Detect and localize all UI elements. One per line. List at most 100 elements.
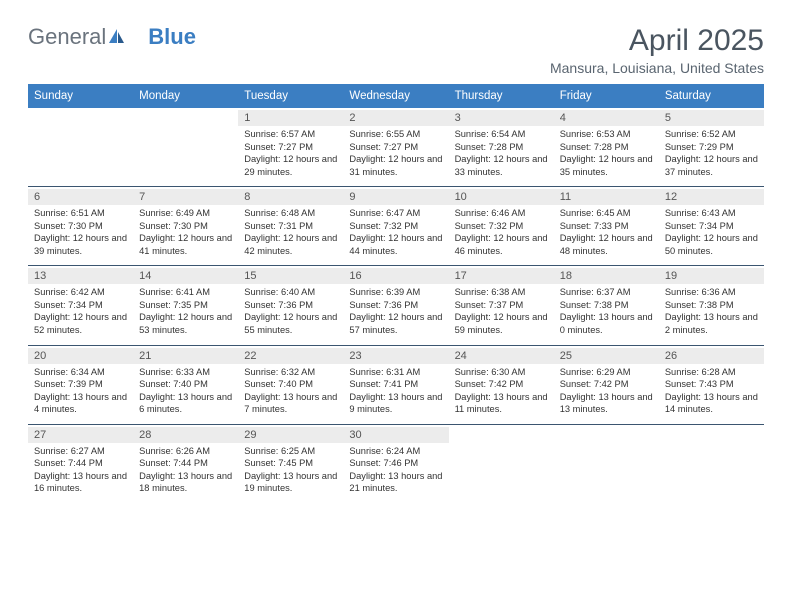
calendar-cell: 1Sunrise: 6:57 AMSunset: 7:27 PMDaylight… bbox=[238, 108, 343, 182]
calendar-cell: 26 Sunrise: 6:28 AM Sunset: 7:43 PM Dayligh… bbox=[659, 346, 764, 420]
day-number: 27 bbox=[34, 429, 46, 441]
day-header: Tuesday bbox=[238, 84, 343, 108]
sunrise-text: Sunrise: 6:51 AM bbox=[34, 208, 105, 218]
calendar-cell: 3 Sunrise: 6:54 AMSunset: 7:28 PMDaylight… bbox=[449, 108, 554, 182]
daylight-text: Daylight: 13 hours and 7 minutes. bbox=[244, 392, 337, 415]
day-number: 26 bbox=[665, 350, 677, 362]
daylight-text: Daylight: 12 hours and 46 minutes. bbox=[455, 233, 548, 256]
day-number-row: 6 bbox=[28, 189, 133, 205]
calendar-cell: 9Sunrise: 6:47 AMSunset: 7:32 PMDaylight… bbox=[343, 187, 448, 261]
calendar-cell: 29Sunrise: 6:25 AMSunset: 7:45 PMDayligh… bbox=[238, 425, 343, 499]
sunset-text: Sunset: 7:38 PM bbox=[560, 300, 629, 310]
sunrise-text: Sunrise: 6:29 AM bbox=[560, 367, 631, 377]
sunset-text: Sunset: 7:44 PM bbox=[139, 458, 208, 468]
sunrise-text: Sunrise: 6:55 AM bbox=[349, 129, 420, 139]
day-number: 23 bbox=[349, 350, 361, 362]
sunrise-text: Sunrise: 6:25 AM bbox=[244, 446, 315, 456]
calendar-cell: 24Sunrise: 6:30 AMSunset: 7:42 PMDayligh… bbox=[449, 346, 554, 420]
daylight-text: Daylight: 12 hours and 57 minutes. bbox=[349, 312, 442, 335]
day-header: Saturday bbox=[659, 84, 764, 108]
day-number: 4 bbox=[560, 112, 566, 124]
daylight-text: Daylight: 12 hours and 35 minutes. bbox=[560, 154, 653, 177]
daylight-text: Daylight: 12 hours and 33 minutes. bbox=[455, 154, 548, 177]
daylight-text: Daylight: 12 hours and 39 minutes. bbox=[34, 233, 127, 256]
sunset-text: Sunset: 7:36 PM bbox=[349, 300, 418, 310]
daylight-text: Daylight: 12 hours and 48 minutes. bbox=[560, 233, 653, 256]
sunrise-text: Sunrise: 6:33 AM bbox=[139, 367, 210, 377]
cell-body: Sunrise: 6:30 AMSunset: 7:42 PMDaylight:… bbox=[455, 366, 548, 416]
sunset-text: Sunset: 7:32 PM bbox=[349, 221, 418, 231]
day-number-row: 18 bbox=[554, 268, 659, 284]
calendar-cell: 11Sunrise: 6:45 AMSunset: 7:33 PMDayligh… bbox=[554, 187, 659, 261]
day-number-row: 2 bbox=[343, 110, 448, 126]
daylight-text: Daylight: 12 hours and 41 minutes. bbox=[139, 233, 232, 256]
sunset-text: Sunset: 7:37 PM bbox=[455, 300, 524, 310]
logo-text-general: General bbox=[28, 24, 106, 50]
cell-body: Sunrise: 6:55 AMSunset: 7:27 PMDaylight:… bbox=[349, 128, 442, 178]
sunrise-text: Sunrise: 6:57 AM bbox=[244, 129, 315, 139]
day-number-row: 22 bbox=[238, 348, 343, 364]
day-number: 1 bbox=[244, 112, 250, 124]
sunrise-text: Sunrise: 6:30 AM bbox=[455, 367, 526, 377]
sunrise-text: Sunrise: 6:53 AM bbox=[560, 129, 631, 139]
daylight-text: Daylight: 12 hours and 55 minutes. bbox=[244, 312, 337, 335]
day-number: 14 bbox=[139, 270, 151, 282]
sunrise-text: Sunrise: 6:41 AM bbox=[139, 287, 210, 297]
sunset-text: Sunset: 7:45 PM bbox=[244, 458, 313, 468]
daylight-text: Daylight: 12 hours and 29 minutes. bbox=[244, 154, 337, 177]
day-number: 15 bbox=[244, 270, 256, 282]
day-number-row: 14 bbox=[133, 268, 238, 284]
sunset-text: Sunset: 7:27 PM bbox=[349, 142, 418, 152]
sunrise-text: Sunrise: 6:27 AM bbox=[34, 446, 105, 456]
cell-body: Sunrise: 6:51 AMSunset: 7:30 PMDaylight:… bbox=[34, 207, 127, 257]
daylight-text: Daylight: 12 hours and 37 minutes. bbox=[665, 154, 758, 177]
cell-body: Sunrise: 6:53 AMSunset: 7:28 PMDaylight:… bbox=[560, 128, 653, 178]
calendar-cell: 23Sunrise: 6:31 AMSunset: 7:41 PMDayligh… bbox=[343, 346, 448, 420]
calendar-cell: 21Sunrise: 6:33 AMSunset: 7:40 PMDayligh… bbox=[133, 346, 238, 420]
day-number: 19 bbox=[665, 270, 677, 282]
cell-body: Sunrise: 6:48 AMSunset: 7:31 PMDaylight:… bbox=[244, 207, 337, 257]
sunrise-text: Sunrise: 6:52 AM bbox=[665, 129, 736, 139]
sunset-text: Sunset: 7:46 PM bbox=[349, 458, 418, 468]
day-number: 20 bbox=[34, 350, 46, 362]
calendar-cell: 7Sunrise: 6:49 AMSunset: 7:30 PMDaylight… bbox=[133, 187, 238, 261]
day-number-row: 12 bbox=[659, 189, 764, 205]
calendar-week: 1 Sunrise: 6:57 AM Sunset: 7:27 PM Daylight… bbox=[28, 108, 764, 187]
sunset-text: Sunset: 7:44 PM bbox=[34, 458, 103, 468]
calendar-cell: 14 Sunrise: 6:41 AM Sunset: 7:35 PM Dayligh… bbox=[133, 266, 238, 340]
page-title: April 2025 bbox=[550, 24, 764, 58]
sunrise-text: Sunrise: 6:40 AM bbox=[244, 287, 315, 297]
day-header: Thursday bbox=[449, 84, 554, 108]
calendar-cell: 18Sunrise: 6:37 AMSunset: 7:38 PMDayligh… bbox=[554, 266, 659, 340]
calendar-week: 6 Sunrise: 6:51 AMSunset: 7:30 PMDaylight… bbox=[28, 187, 764, 266]
day-number: 22 bbox=[244, 350, 256, 362]
cell-body: Sunrise: 6:43 AMSunset: 7:34 PMDaylight:… bbox=[665, 207, 758, 257]
day-number-row: 4 bbox=[554, 110, 659, 126]
calendar-cell: 5Sunrise: 6:52 AMSunset: 7:29 PMDaylight… bbox=[659, 108, 764, 182]
day-header: Sunday bbox=[28, 84, 133, 108]
calendar-cell: 27Sunrise: 6:27 AMSunset: 7:44 PMDayligh… bbox=[28, 425, 133, 499]
calendar-cell: 20 Sunrise: 6:34 AMSunset: 7:39 PMDayligh… bbox=[28, 346, 133, 420]
day-number-row: 17 bbox=[449, 268, 554, 284]
day-number-row: 3 bbox=[449, 110, 554, 126]
day-number: 6 bbox=[34, 191, 40, 203]
cell-body: Sunrise: 6:38 AMSunset: 7:37 PMDaylight:… bbox=[455, 286, 548, 336]
day-number-row: 13 bbox=[28, 268, 133, 284]
sunset-text: Sunset: 7:35 PM bbox=[139, 300, 208, 310]
day-number-row: 5 bbox=[659, 110, 764, 126]
cell-body: Sunrise: 6:39 AMSunset: 7:36 PMDaylight:… bbox=[349, 286, 442, 336]
day-number-row: 1 bbox=[238, 110, 343, 126]
sunset-text: Sunset: 7:43 PM bbox=[665, 379, 734, 389]
daylight-text: Daylight: 12 hours and 53 minutes. bbox=[139, 312, 232, 335]
header: General Blue April 2025 Mansura, Louisia… bbox=[28, 24, 764, 76]
daylight-text: Daylight: 13 hours and 14 minutes. bbox=[665, 392, 758, 415]
day-number: 18 bbox=[560, 270, 572, 282]
day-number-row: 16 bbox=[343, 268, 448, 284]
sunrise-text: Sunrise: 6:54 AM bbox=[455, 129, 526, 139]
cell-body: Sunrise: 6:34 AMSunset: 7:39 PMDaylight:… bbox=[34, 366, 127, 416]
daylight-text: Daylight: 13 hours and 21 minutes. bbox=[349, 471, 442, 494]
calendar-cell: 10Sunrise: 6:46 AMSunset: 7:32 PMDayligh… bbox=[449, 187, 554, 261]
cell-body: Sunrise: 6:54 AMSunset: 7:28 PMDaylight:… bbox=[455, 128, 548, 178]
day-header: Wednesday bbox=[343, 84, 448, 108]
sunrise-text: Sunrise: 6:28 AM bbox=[665, 367, 736, 377]
